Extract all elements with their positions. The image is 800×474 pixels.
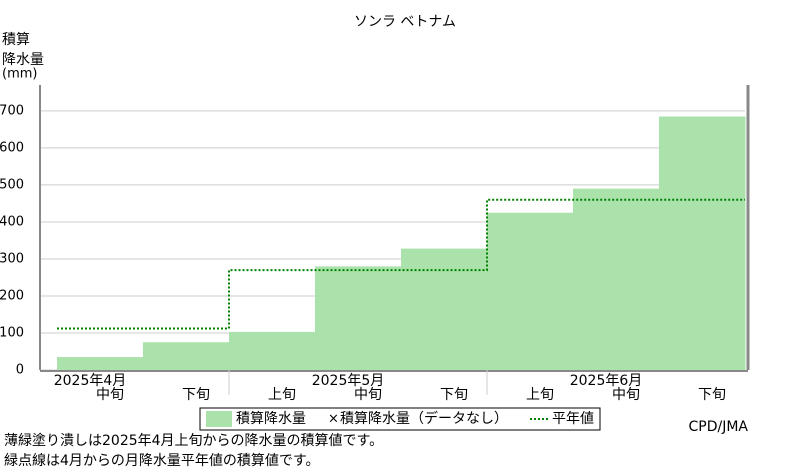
legend-box — [199, 407, 601, 431]
bar — [487, 212, 574, 370]
y-label: 積算 — [2, 32, 30, 48]
x-tick-label: 下旬 — [182, 387, 210, 403]
y-tick-label: 500 — [0, 177, 24, 192]
y-tick-label: 100 — [0, 325, 24, 340]
y-tick-label: 700 — [0, 103, 24, 118]
x-tick-label: 上旬 — [268, 387, 296, 403]
y-label: 降水量 — [2, 52, 44, 68]
legend-swatch — [206, 411, 232, 427]
chart-title: ソンラ ベトナム — [354, 14, 456, 30]
bar — [315, 266, 402, 370]
bar — [143, 342, 230, 370]
y-tick-label: 200 — [0, 288, 24, 303]
legend-label: 積算降水量（データなし） — [340, 410, 508, 427]
bar — [573, 188, 660, 370]
note: 薄緑塗り潰しは2025年4月上旬からの降水量の積算値です。 — [4, 432, 383, 449]
month-label: 2025年4月 — [54, 373, 127, 389]
bar — [401, 248, 488, 370]
bar — [229, 331, 316, 370]
bar — [659, 116, 746, 371]
y-tick-label: 300 — [0, 251, 24, 266]
bar — [57, 357, 144, 370]
normal-line — [57, 198, 745, 330]
legend-label: 積算降水量 — [236, 411, 306, 427]
y-tick-label: 600 — [0, 140, 24, 155]
x-tick-label: 中旬 — [96, 387, 124, 403]
note: 緑点線は4月からの月降水量平年値の積算値です。 — [4, 453, 320, 469]
legend-x: × — [328, 412, 339, 427]
month-label: 2025年5月 — [312, 373, 385, 389]
x-tick-label: 中旬 — [354, 387, 382, 403]
x-tick-label: 上旬 — [526, 387, 554, 403]
month-label: 2025年6月 — [570, 373, 643, 389]
x-tick-label: 下旬 — [698, 387, 726, 403]
x-tick-label: 下旬 — [440, 387, 468, 403]
legend-label: 平年値 — [552, 411, 594, 427]
x-tick-label: 中旬 — [612, 387, 640, 403]
y-tick-label: 0 — [16, 363, 24, 378]
y-tick-label: 400 — [0, 214, 24, 229]
y-label: (mm) — [2, 67, 37, 82]
credit: CPD/JMA — [689, 419, 749, 435]
